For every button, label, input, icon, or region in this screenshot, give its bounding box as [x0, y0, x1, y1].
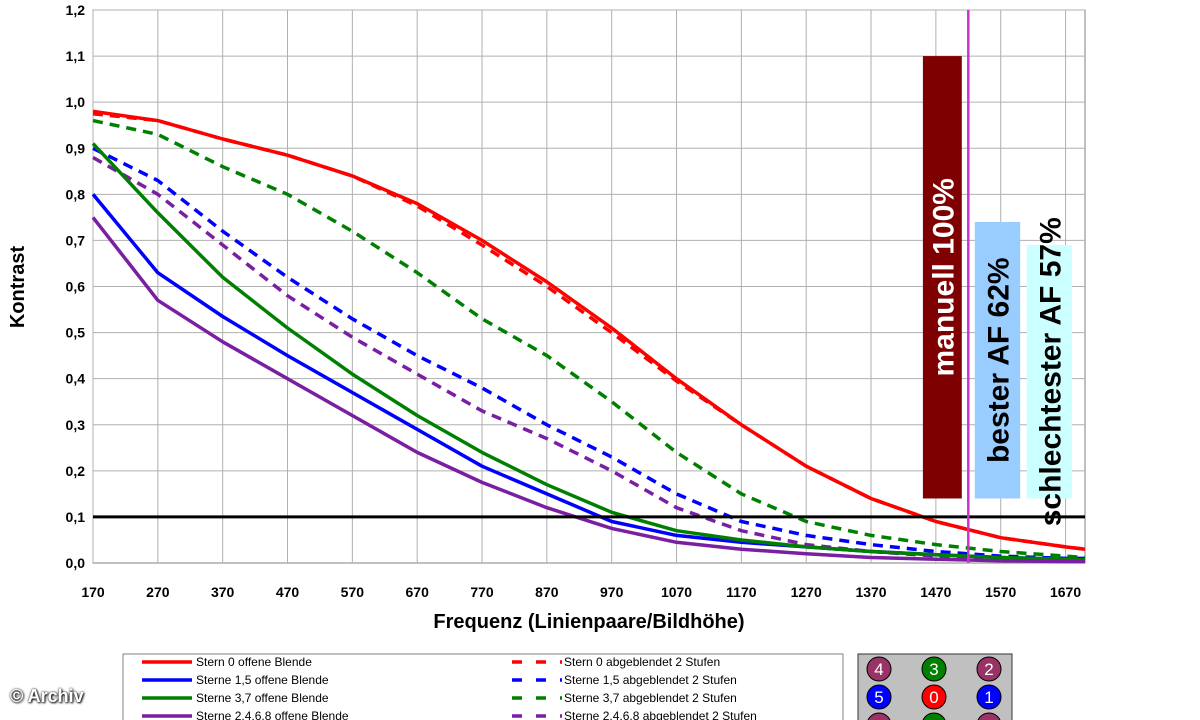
- legend-entry-label: Sterne 1,5 abgeblendet 2 Stufen: [564, 673, 737, 687]
- star-marker-label: 4: [874, 660, 883, 679]
- star-marker: [921, 656, 947, 682]
- axes: 0,0 0,1 0,2 0,3 0,4 0,5 0,6 0,7 0,8 0,9 1,0 1,1 1,2 1…: [66, 2, 1082, 600]
- x-tick-label: 870: [535, 584, 559, 600]
- annotation-bar: [974, 221, 1021, 499]
- x-tick-label: 1270: [791, 584, 822, 600]
- x-tick-label: 270: [146, 584, 170, 600]
- x-tick-label: 370: [211, 584, 235, 600]
- x-tick-label: 1370: [855, 584, 886, 600]
- star-marker: [976, 684, 1002, 710]
- x-tick-label: 1670: [1050, 584, 1081, 600]
- x-tick-label: 1470: [920, 584, 951, 600]
- y-tick-label: 0,7: [66, 232, 86, 248]
- x-tick-label: 1570: [985, 584, 1016, 600]
- x-tick-label: 170: [81, 584, 105, 600]
- series-lines: [91, 109, 1086, 564]
- x-axis-label: Frequenz (Linienpaare/Bildhöhe): [433, 611, 744, 633]
- legend-entry-label: Sterne 2,4,6,8 offene Blende: [196, 709, 349, 720]
- reference-lines: [93, 10, 1085, 563]
- star-marker: [921, 684, 947, 710]
- y-tick-label: 0,0: [66, 555, 86, 571]
- annotation-bar: [922, 56, 962, 499]
- y-tick-label: 0,2: [66, 463, 86, 479]
- annotation-bar-label: manuell 100%: [927, 178, 960, 376]
- legend: Stern 0 offene Blende Sterne 1,5 offene B…: [122, 653, 844, 720]
- star-diagram: 4 3 2 5 0 1: [857, 653, 1013, 720]
- annotation-bar-label: bester AF 62%: [982, 257, 1015, 463]
- star-marker-label: 1: [984, 688, 993, 707]
- series-line: [92, 109, 1086, 551]
- star-marker: [866, 656, 892, 682]
- y-tick-label: 0,1: [66, 509, 86, 525]
- series-line: [91, 216, 1085, 564]
- credit-text: © Archiv: [10, 686, 84, 706]
- legend-entry-label: Sterne 3,7 offene Blende: [196, 691, 329, 705]
- y-tick-label: 1,0: [66, 94, 86, 110]
- x-tick-label: 1170: [726, 584, 757, 600]
- x-tick-label: 570: [341, 584, 365, 600]
- y-tick-label: 1,1: [66, 48, 86, 64]
- star-marker-label: 2: [984, 660, 993, 679]
- series-line: [92, 118, 1086, 560]
- y-axis-label: Kontrast: [7, 246, 29, 329]
- star-marker: [866, 684, 892, 710]
- star-marker-label: 3: [929, 660, 938, 679]
- annotation-bar: [1026, 245, 1073, 499]
- series-line: [92, 146, 1085, 561]
- star-marker: [867, 712, 891, 720]
- x-tick-label: 470: [276, 584, 300, 600]
- legend-box: [122, 653, 844, 720]
- y-tick-label: 0,9: [66, 140, 86, 156]
- x-tick-label: 770: [470, 584, 494, 600]
- y-tick-label: 0,4: [66, 371, 86, 387]
- star-marker: [976, 656, 1002, 682]
- legend-entry-label: Stern 0 offene Blende: [196, 655, 312, 669]
- legend-entry-label: Sterne 2,4,6,8 abgeblendet 2 Stufen: [564, 709, 757, 720]
- series-line: [91, 142, 1086, 562]
- star-marker: [977, 712, 1001, 720]
- legend-entry-label: Sterne 1,5 offene Blende: [196, 673, 329, 687]
- annotation-bar-label: schlechtester AF 57%: [1034, 217, 1067, 526]
- y-tick-label: 0,8: [66, 186, 86, 202]
- y-tick-label: 1,2: [66, 2, 86, 18]
- x-tick-label: 1070: [661, 584, 692, 600]
- y-tick-label: 0,3: [66, 417, 86, 433]
- star-marker-label: 0: [929, 688, 938, 707]
- x-tick-label: 970: [600, 584, 624, 600]
- star-marker: [922, 712, 946, 720]
- legend-entry-label: Sterne 3,7 abgeblendet 2 Stufen: [564, 691, 737, 705]
- x-tick-label: 670: [406, 584, 430, 600]
- star-marker-label: 5: [874, 688, 883, 707]
- y-tick-label: 0,5: [66, 325, 86, 341]
- y-tick-label: 0,6: [66, 279, 86, 295]
- annotation-bars: manuell 100% bester AF 62% schlechtester A…: [922, 56, 1073, 526]
- legend-entry-label: Stern 0 abgeblendet 2 Stufen: [564, 655, 720, 669]
